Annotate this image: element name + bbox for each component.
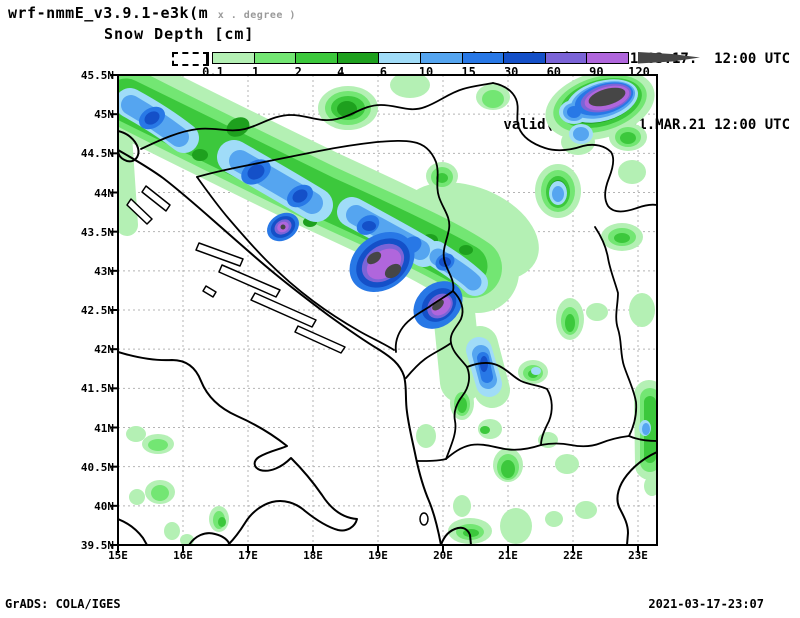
x-axis-tick-label: 20E bbox=[433, 549, 453, 562]
x-axis-tick-label: 21E bbox=[498, 549, 518, 562]
grads-credit: GrADS: COLA/IGES bbox=[5, 597, 121, 611]
colorbar-tick-label: 6 bbox=[379, 65, 388, 79]
colorbar-tick-label: 2 bbox=[294, 65, 302, 79]
colorbar-tick-label: 4 bbox=[337, 65, 345, 79]
axis-ticks bbox=[110, 74, 639, 553]
y-axis-tick-label: 40.5N bbox=[80, 460, 114, 474]
y-axis-tick-label: 45N bbox=[94, 108, 114, 122]
model-title-text: wrf-nmmE_v3.9.1-e3k(m bbox=[8, 4, 209, 22]
y-axis-tick-label: 45.5N bbox=[80, 69, 114, 82]
colorbar-tick-label: 1 bbox=[251, 65, 260, 79]
y-axis-tick-label: 39.5N bbox=[80, 539, 114, 552]
y-axis-tick-label: 43N bbox=[94, 264, 114, 278]
y-axis-tick-label: 44N bbox=[94, 186, 114, 200]
y-axis-tick-label: 43.5N bbox=[80, 225, 114, 239]
country-borders bbox=[140, 82, 657, 462]
colorbar-overflow-arrow bbox=[638, 52, 700, 64]
x-axis-tick-label: 22E bbox=[563, 549, 583, 562]
snow-field bbox=[118, 75, 657, 545]
y-axis-tick-label: 44.5N bbox=[80, 147, 114, 161]
colorbar: 0.1 1 2 4 6 10 15 30 60 90 120 bbox=[0, 0, 800, 80]
model-title-suffix: x . degree ) bbox=[217, 10, 296, 21]
x-axis-tick-label: 23E bbox=[628, 549, 648, 562]
islands bbox=[126, 185, 346, 354]
y-axis-tick-label: 41N bbox=[94, 421, 114, 435]
below-min-marker bbox=[172, 52, 209, 66]
colorbar-segment bbox=[586, 52, 629, 64]
model-title: wrf-nmmE_v3.9.1-e3k(m x . degree ) bbox=[8, 4, 296, 22]
y-axis-tick-label: 42N bbox=[94, 343, 114, 357]
x-axis-tick-label: 19E bbox=[368, 549, 388, 562]
x-axis-tick-label: 18E bbox=[303, 549, 323, 562]
y-axis-tick-label: 42.5N bbox=[80, 304, 114, 317]
x-axis-tick-label: 17E bbox=[238, 549, 258, 562]
y-axis-tick-label: 40N bbox=[94, 499, 114, 513]
x-axis-tick-label: 15E bbox=[108, 549, 128, 562]
creation-timestamp: 2021-03-17-23:07 bbox=[648, 597, 764, 611]
x-axis-tick-label: 16E bbox=[173, 549, 193, 562]
field-title: Snow Depth [cm] bbox=[104, 25, 255, 43]
colorbar-segments bbox=[212, 52, 629, 64]
coastlines bbox=[118, 130, 657, 545]
y-axis-tick-label: 41.5N bbox=[80, 382, 114, 396]
